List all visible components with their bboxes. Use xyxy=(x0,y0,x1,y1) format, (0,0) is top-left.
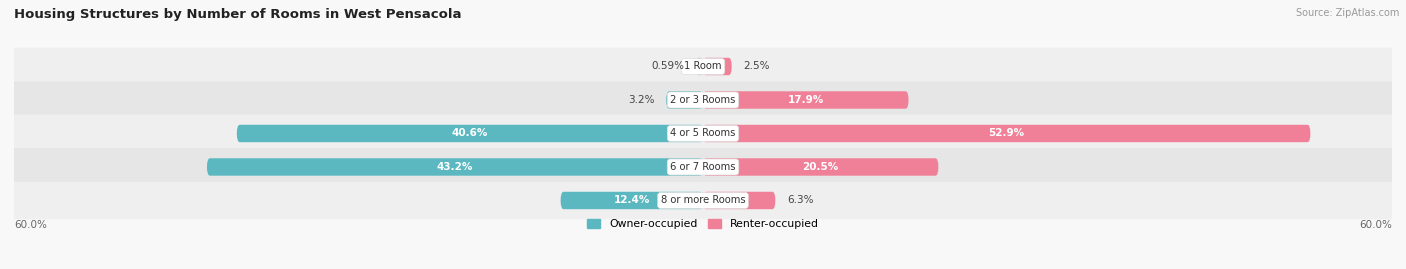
Text: 2.5%: 2.5% xyxy=(744,62,769,72)
FancyBboxPatch shape xyxy=(561,192,703,209)
FancyBboxPatch shape xyxy=(207,158,703,176)
FancyBboxPatch shape xyxy=(236,125,703,142)
Text: 40.6%: 40.6% xyxy=(451,129,488,139)
Text: Source: ZipAtlas.com: Source: ZipAtlas.com xyxy=(1295,8,1399,18)
Text: 3.2%: 3.2% xyxy=(628,95,655,105)
FancyBboxPatch shape xyxy=(703,158,938,176)
Text: 8 or more Rooms: 8 or more Rooms xyxy=(661,196,745,206)
FancyBboxPatch shape xyxy=(703,91,908,109)
Text: 12.4%: 12.4% xyxy=(613,196,650,206)
Text: 1 Room: 1 Room xyxy=(685,62,721,72)
Text: 6.3%: 6.3% xyxy=(787,196,813,206)
Text: 20.5%: 20.5% xyxy=(803,162,839,172)
FancyBboxPatch shape xyxy=(666,91,703,109)
FancyBboxPatch shape xyxy=(703,58,731,75)
FancyBboxPatch shape xyxy=(7,148,1399,186)
FancyBboxPatch shape xyxy=(696,58,703,75)
Text: 6 or 7 Rooms: 6 or 7 Rooms xyxy=(671,162,735,172)
Text: 60.0%: 60.0% xyxy=(14,220,46,230)
Text: 60.0%: 60.0% xyxy=(1360,220,1392,230)
FancyBboxPatch shape xyxy=(7,115,1399,152)
Text: Housing Structures by Number of Rooms in West Pensacola: Housing Structures by Number of Rooms in… xyxy=(14,8,461,21)
FancyBboxPatch shape xyxy=(7,182,1399,219)
Legend: Owner-occupied, Renter-occupied: Owner-occupied, Renter-occupied xyxy=(588,219,818,229)
FancyBboxPatch shape xyxy=(7,81,1399,119)
Text: 17.9%: 17.9% xyxy=(787,95,824,105)
Text: 0.59%: 0.59% xyxy=(652,62,685,72)
Text: 2 or 3 Rooms: 2 or 3 Rooms xyxy=(671,95,735,105)
Text: 52.9%: 52.9% xyxy=(988,129,1025,139)
Text: 43.2%: 43.2% xyxy=(437,162,474,172)
FancyBboxPatch shape xyxy=(703,192,775,209)
Text: 4 or 5 Rooms: 4 or 5 Rooms xyxy=(671,129,735,139)
FancyBboxPatch shape xyxy=(703,125,1310,142)
FancyBboxPatch shape xyxy=(7,48,1399,85)
